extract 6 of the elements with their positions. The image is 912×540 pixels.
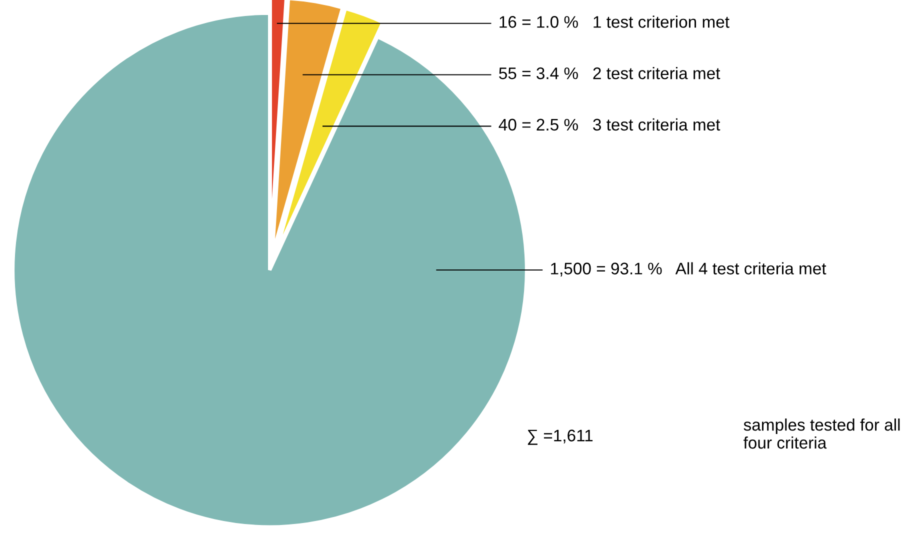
text: samples tested for all four criteria (744, 418, 900, 449)
slice-label: 1,500 = 93.1 % All 4 test criteria met (551, 262, 826, 276)
text: ∑ =1,611 (528, 430, 593, 445)
slice-label: 40 = 2.5 % 3 test criteria met (498, 118, 720, 131)
slice-label: 55 = 3.4 % 2 test criteria met (499, 66, 720, 80)
slice-label: 16 = 1.0 % 1 test criterion met (500, 16, 730, 28)
